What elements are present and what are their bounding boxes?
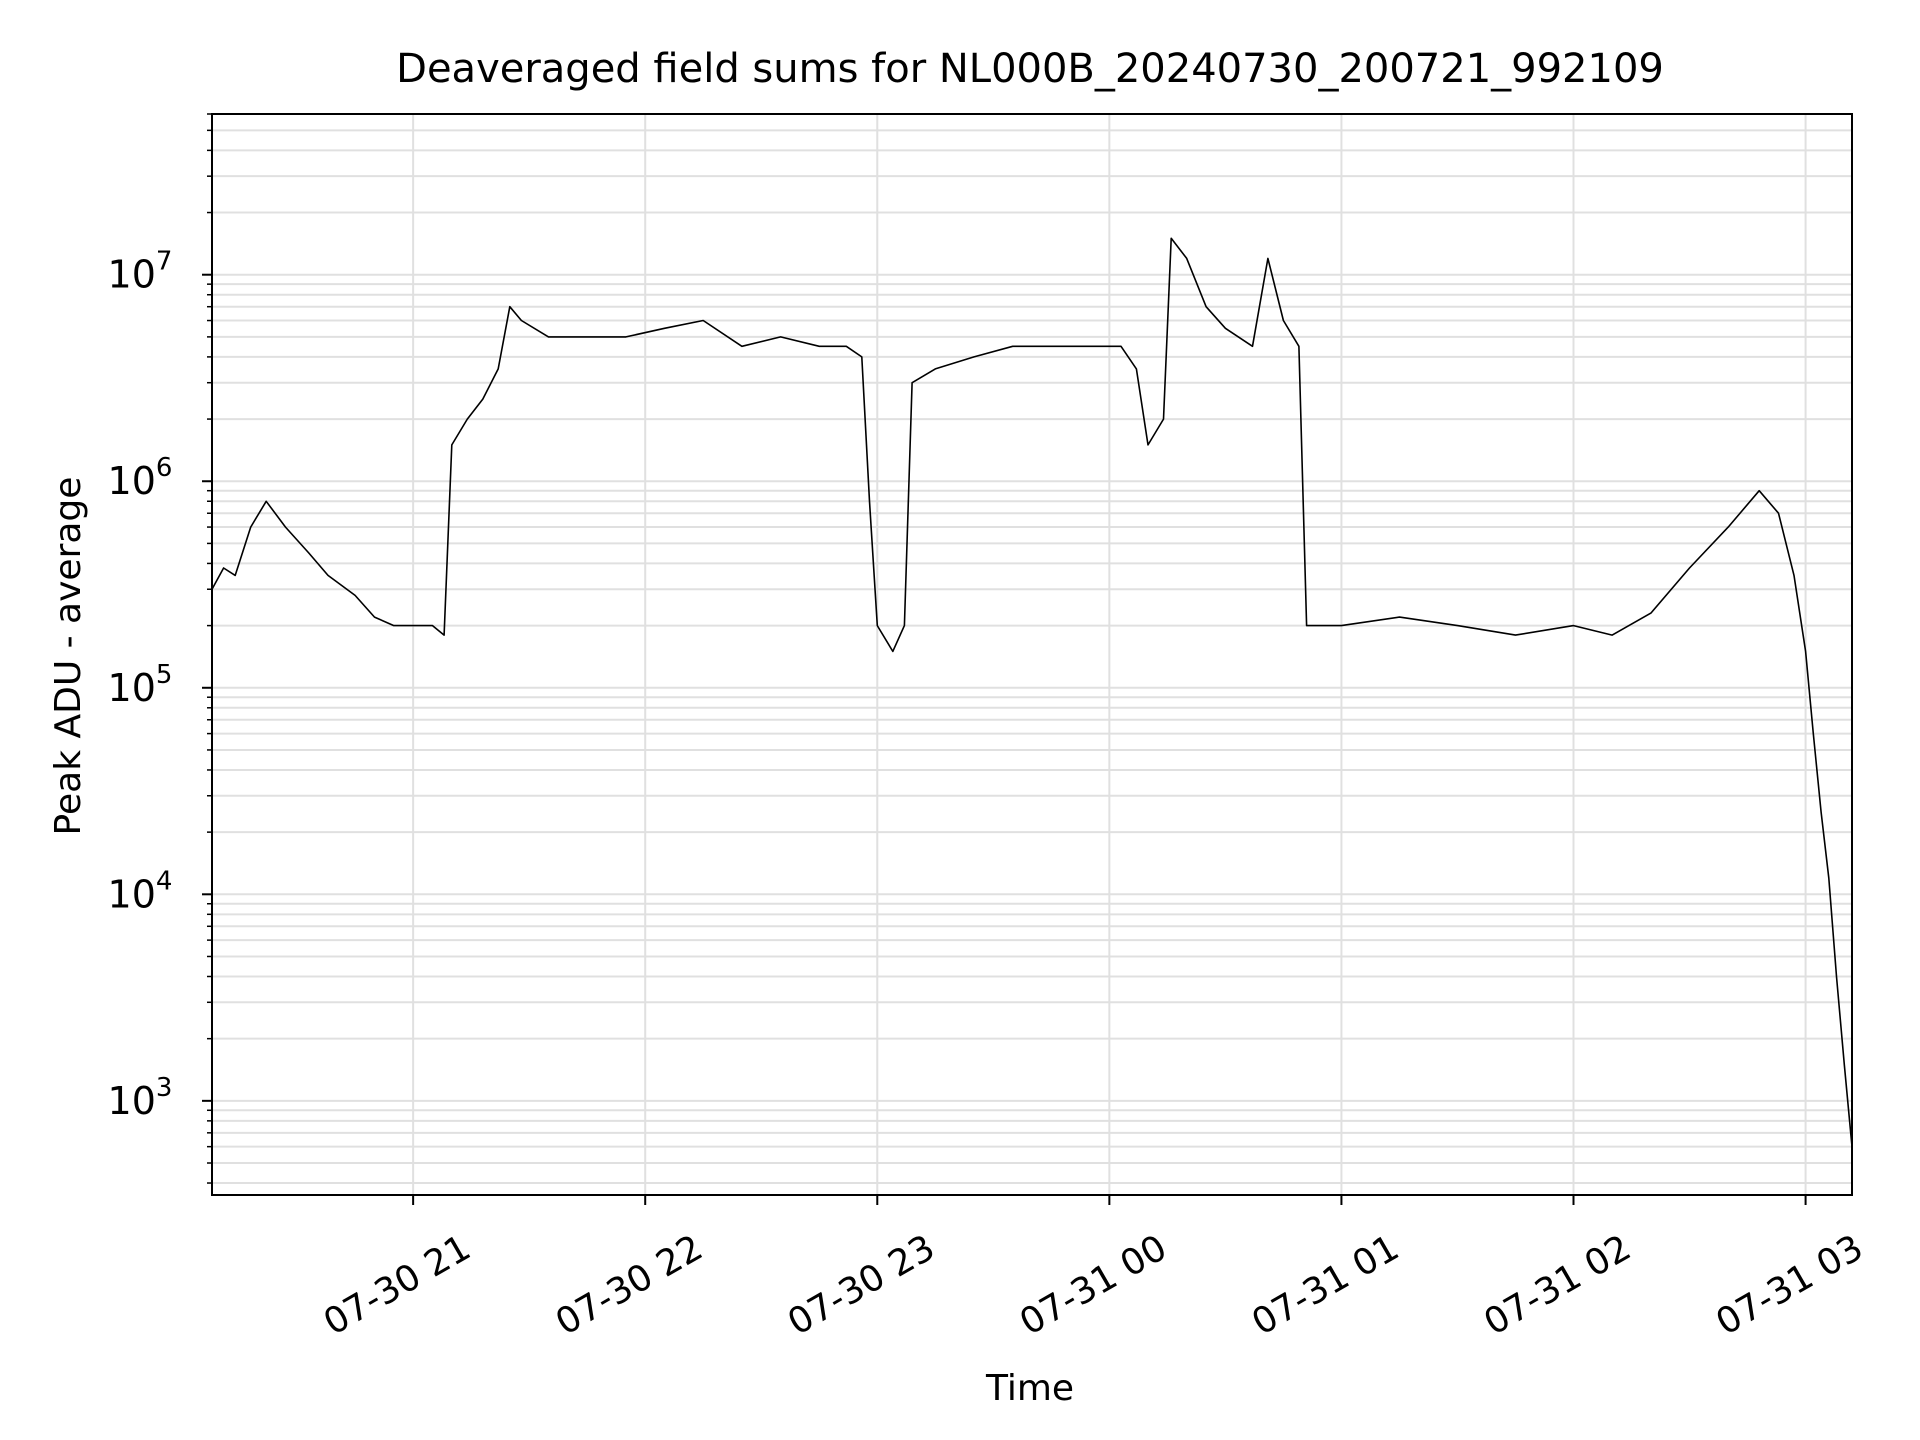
x-axis-label: Time (985, 1368, 1074, 1409)
y-axis-label: Peak ADU - average (48, 477, 89, 836)
y-tick-label: 104 (108, 866, 173, 916)
series-line-group (211, 237, 1853, 1147)
y-tick-label: 106 (108, 453, 173, 503)
grid (212, 113, 1852, 1195)
plot-frame (211, 113, 1853, 1196)
y-tick-label: 107 (108, 247, 173, 297)
y-tick-label: 105 (108, 660, 173, 710)
chart-title: Deaveraged field sums for NL000B_2024073… (396, 46, 1664, 92)
y-tick-label: 103 (108, 1073, 173, 1123)
series-line (211, 237, 1853, 1147)
